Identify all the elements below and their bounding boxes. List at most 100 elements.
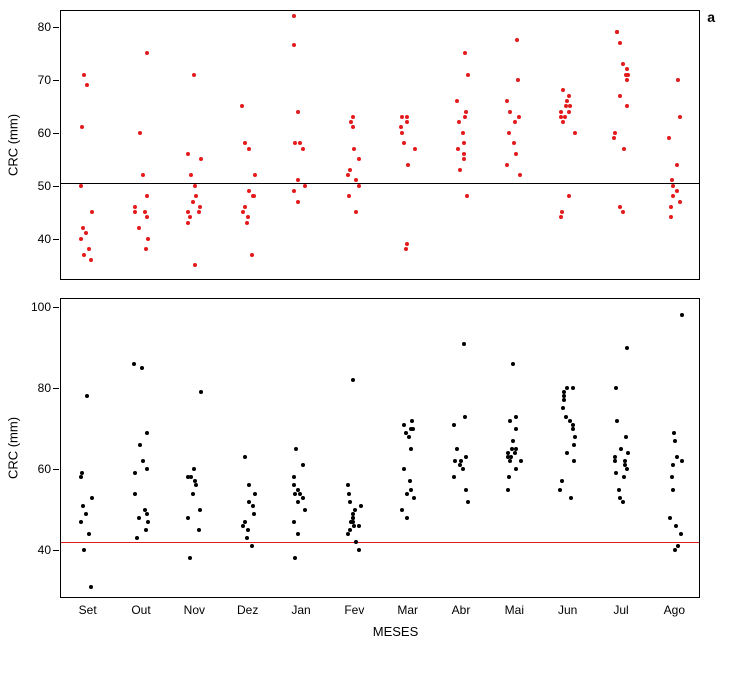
data-point <box>559 110 563 114</box>
data-point <box>679 532 683 536</box>
top-chart-ylabel: CRC (mm) <box>6 114 21 176</box>
data-point <box>351 512 355 516</box>
data-point <box>622 475 626 479</box>
data-point <box>562 398 566 402</box>
data-point <box>400 508 404 512</box>
data-point <box>669 205 673 209</box>
data-point <box>292 14 296 18</box>
data-point <box>406 163 410 167</box>
data-point <box>192 73 196 77</box>
data-point <box>193 184 197 188</box>
data-point <box>188 556 192 560</box>
data-point <box>412 496 416 500</box>
data-point <box>519 459 523 463</box>
data-point <box>349 520 353 524</box>
data-point <box>143 508 147 512</box>
data-point <box>571 423 575 427</box>
data-point <box>568 104 572 108</box>
data-point <box>667 136 671 140</box>
data-point <box>85 83 89 87</box>
data-point <box>357 524 361 528</box>
data-point <box>296 110 300 114</box>
data-point <box>613 459 617 463</box>
data-point <box>85 394 89 398</box>
data-point <box>462 157 466 161</box>
data-point <box>407 435 411 439</box>
xtick-label: Fev <box>344 603 364 617</box>
data-point <box>405 115 409 119</box>
data-point <box>623 463 627 467</box>
data-point <box>399 125 403 129</box>
data-point <box>514 467 518 471</box>
data-point <box>561 88 565 92</box>
data-point <box>615 30 619 34</box>
data-point <box>614 386 618 390</box>
data-point <box>514 447 518 451</box>
data-point <box>193 263 197 267</box>
data-point <box>141 173 145 177</box>
data-point <box>618 496 622 500</box>
data-point <box>243 141 247 145</box>
data-point <box>565 99 569 103</box>
data-point <box>133 492 137 496</box>
data-point <box>404 247 408 251</box>
data-point <box>296 500 300 504</box>
data-point <box>250 253 254 257</box>
ytick-label: 40 <box>38 232 51 246</box>
data-point <box>400 131 404 135</box>
data-point <box>243 520 247 524</box>
xtick-label: Mai <box>505 603 524 617</box>
data-point <box>673 439 677 443</box>
data-point <box>186 475 190 479</box>
xtick-label: Nov <box>184 603 205 617</box>
data-point <box>560 210 564 214</box>
data-point <box>567 110 571 114</box>
data-point <box>186 516 190 520</box>
data-point <box>132 362 136 366</box>
data-point <box>461 467 465 471</box>
data-point <box>301 463 305 467</box>
data-point <box>79 475 83 479</box>
data-point <box>671 463 675 467</box>
data-point <box>455 99 459 103</box>
ytick-label: 80 <box>38 381 51 395</box>
data-point <box>81 504 85 508</box>
data-point <box>349 120 353 124</box>
data-point <box>405 492 409 496</box>
data-point <box>133 471 137 475</box>
data-point <box>89 585 93 589</box>
data-point <box>573 435 577 439</box>
data-point <box>671 194 675 198</box>
data-point <box>506 455 510 459</box>
data-point <box>303 508 307 512</box>
data-point <box>199 390 203 394</box>
data-point <box>84 231 88 235</box>
data-point <box>567 194 571 198</box>
data-point <box>296 488 300 492</box>
data-point <box>243 205 247 209</box>
data-point <box>670 475 674 479</box>
data-point <box>145 215 149 219</box>
xtick-label: Abr <box>452 603 471 617</box>
data-point <box>508 459 512 463</box>
data-point <box>617 488 621 492</box>
data-point <box>146 520 150 524</box>
data-point <box>186 152 190 156</box>
data-point <box>353 508 357 512</box>
data-point <box>680 313 684 317</box>
ytick-label: 60 <box>38 462 51 476</box>
xtick-label: Jul <box>613 603 628 617</box>
data-point <box>292 483 296 487</box>
data-point <box>402 141 406 145</box>
data-point <box>405 516 409 520</box>
data-point <box>247 500 251 504</box>
data-point <box>413 147 417 151</box>
xtick-label: Dez <box>237 603 258 617</box>
data-point <box>678 200 682 204</box>
top-chart-corner: a <box>707 9 715 25</box>
data-point <box>352 524 356 528</box>
data-point <box>293 141 297 145</box>
data-point <box>247 147 251 151</box>
data-point <box>559 215 563 219</box>
data-point <box>508 110 512 114</box>
